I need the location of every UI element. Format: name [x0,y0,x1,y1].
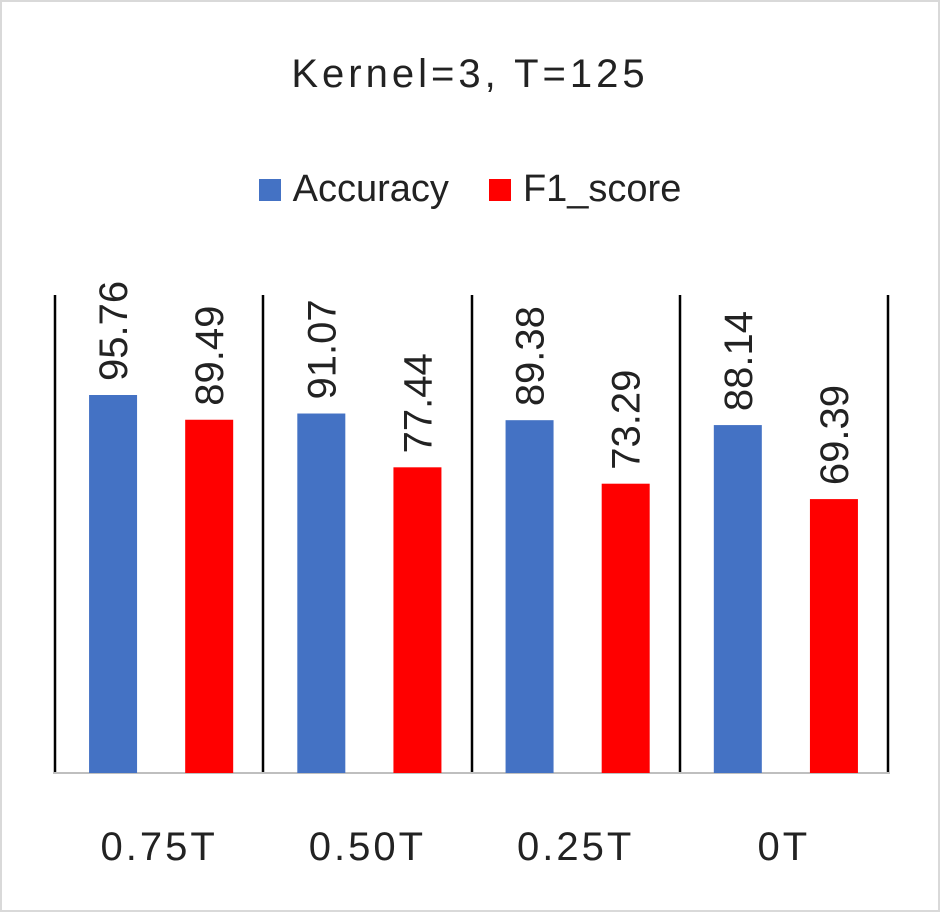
category-label: 0.50T [309,825,426,869]
chart-legend: Accuracy F1_score [0,168,940,211]
bar-accuracy [505,420,554,773]
data-label: 95.76 [92,281,136,381]
legend-swatch-accuracy [258,178,281,201]
data-label: 89.49 [188,306,232,406]
data-label: 88.14 [717,311,761,411]
data-label: 91.07 [300,299,344,399]
data-label: 73.29 [605,370,649,470]
data-label: 69.39 [813,385,857,485]
category-label: 0.25T [517,825,634,869]
legend-item-f1-score: F1_score [488,168,682,211]
category-label: 0T [758,825,811,869]
data-label: 89.38 [509,306,553,406]
bar-accuracy [713,425,762,773]
category-label: 0.75T [100,825,217,869]
bar-f1-score [185,419,234,773]
bar-accuracy [89,395,138,773]
bar-f1-score [809,499,858,773]
data-label: 77.44 [396,353,440,453]
legend-item-accuracy: Accuracy [258,168,449,211]
bar-f1-score [601,483,650,773]
bar-f1-score [393,467,442,773]
bar-accuracy [297,413,346,773]
legend-label-f1-score: F1_score [522,168,682,210]
chart-title: Kernel=3, T=125 [291,52,649,96]
legend-label-accuracy: Accuracy [292,168,449,210]
legend-swatch-f1-score [488,178,511,201]
